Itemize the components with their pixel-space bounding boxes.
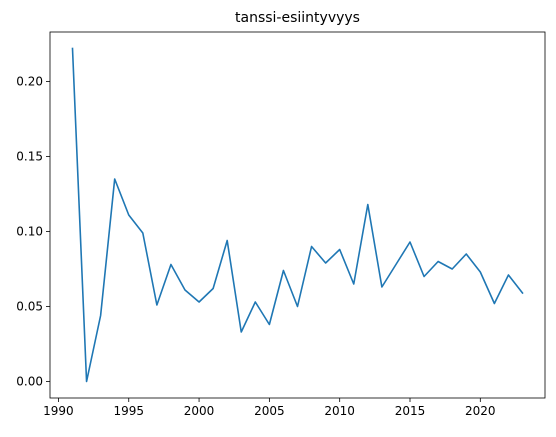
x-tick-label: 2000 [184,404,215,418]
series-layer [73,49,523,382]
x-tick-label: 1990 [43,404,74,418]
y-axis: 0.00 0.05 0.10 0.15 0.20 [16,75,50,389]
y-tick-label: 0.15 [16,150,43,164]
x-axis: 1990 1995 2000 2005 2010 2015 2020 [43,398,495,418]
x-tick-label: 2020 [465,404,496,418]
x-tick-label: 2015 [395,404,426,418]
x-tick-label: 1995 [113,404,144,418]
series-line [73,49,523,382]
chart-title: tanssi-esiintyvyys [235,10,360,26]
y-tick-label: 0.10 [16,225,43,239]
x-tick-label: 2010 [324,404,355,418]
x-tick-label: 2005 [254,404,285,418]
y-tick-label: 0.05 [16,300,43,314]
y-tick-label: 0.20 [16,75,43,89]
y-tick-label: 0.00 [16,375,43,389]
plot-area [50,32,545,398]
axes-frame [50,32,545,398]
